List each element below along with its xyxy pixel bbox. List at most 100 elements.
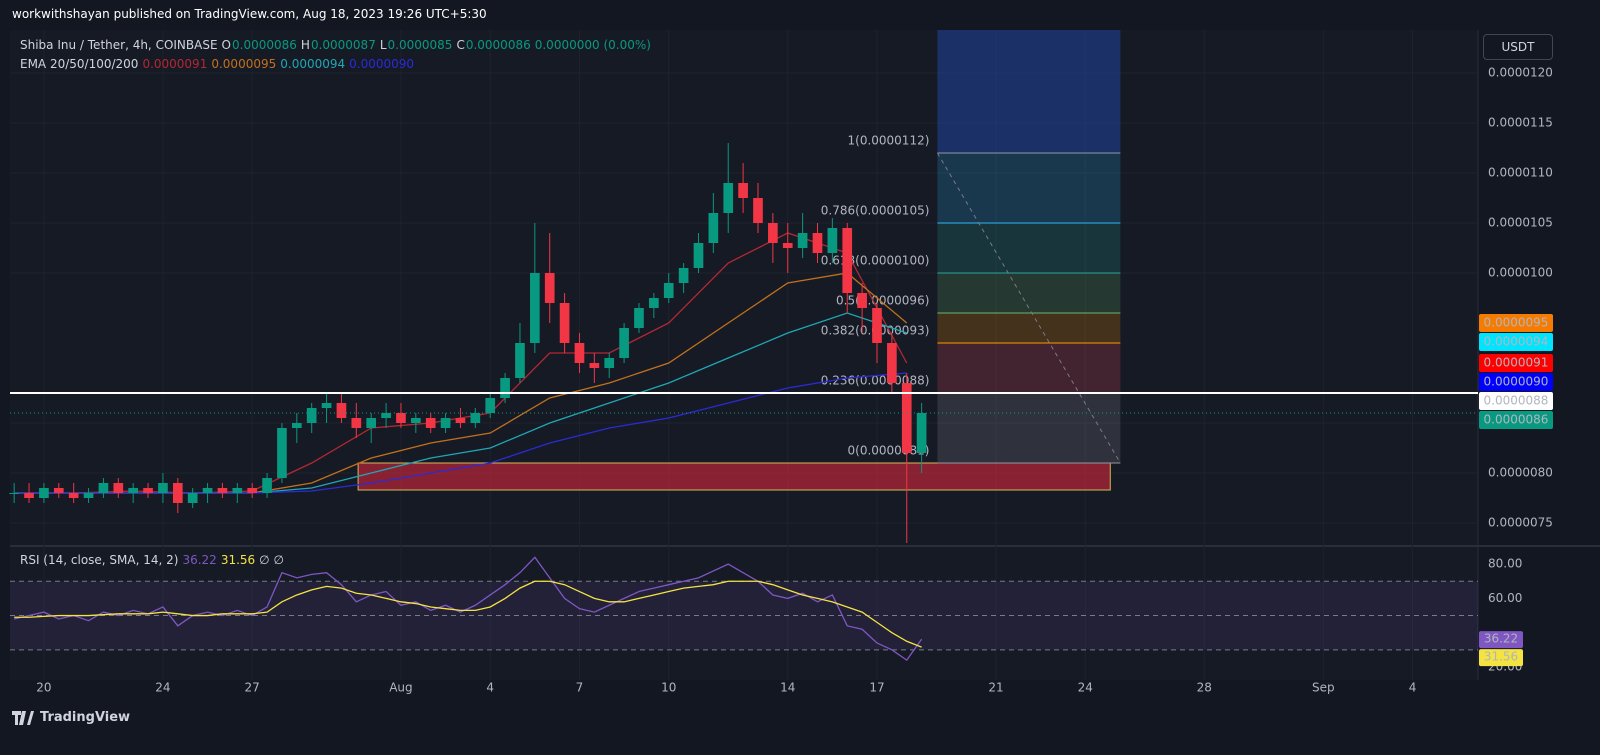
candle — [217, 483, 228, 498]
candle — [425, 413, 436, 433]
candle — [9, 483, 20, 503]
candle — [619, 323, 629, 363]
footer-text: TradingView — [40, 710, 131, 725]
fib-extension-fill — [937, 30, 1121, 153]
symbol: Shiba Inu / Tether, 4h, COINBASE — [20, 38, 218, 52]
plot-area — [10, 30, 1478, 680]
fib-zone — [937, 153, 1121, 223]
price-badge — [1479, 411, 1553, 429]
candle-body — [143, 488, 153, 493]
price-badge-label: 0.0000094 — [1484, 335, 1549, 349]
y-tick-label: 0.0000075 — [1488, 516, 1553, 530]
candle — [782, 223, 793, 273]
candle — [321, 393, 332, 423]
ema-value: 0.0000094 — [280, 57, 346, 71]
rsi-value: 36.22 — [182, 553, 217, 567]
ema-legend: EMA 20/50/100/200 0.0000091 0.0000095 0.000… — [20, 57, 418, 71]
candle-body — [455, 418, 466, 423]
candle-body — [24, 493, 34, 498]
y-tick-label: 0.0000105 — [1488, 216, 1553, 230]
x-tick-label: 14 — [780, 681, 795, 695]
x-tick-label: Sep — [1312, 681, 1335, 695]
candle — [68, 483, 79, 503]
candle — [574, 333, 585, 373]
change: 0.0000000 (0.00%) — [534, 38, 651, 52]
candle — [98, 478, 109, 498]
candle-body — [306, 408, 317, 423]
ema-title: EMA 20/50/100/200 — [20, 57, 139, 71]
candle — [753, 183, 763, 233]
candle-body — [827, 228, 838, 253]
ema-value: 0.0000091 — [142, 57, 208, 71]
candle-body — [723, 183, 734, 213]
candle — [827, 218, 838, 263]
price-badge-label: 0.0000090 — [1484, 375, 1549, 389]
candle — [410, 413, 421, 433]
candle — [247, 483, 258, 498]
candle — [857, 283, 867, 333]
ohlc-value: 0.0000085 — [387, 38, 453, 52]
ohlc-key: O — [221, 38, 231, 52]
candle-body — [574, 343, 585, 363]
candle-body — [693, 243, 704, 268]
candle-body — [559, 303, 570, 343]
price-badge — [1479, 314, 1553, 332]
candle — [24, 483, 34, 503]
symbol-legend: Shiba Inu / Tether, 4h, COINBASE O0.00000… — [20, 38, 655, 52]
candle-body — [366, 418, 377, 428]
ohlc-key: C — [456, 38, 465, 52]
x-tick-label: 20 — [36, 681, 51, 695]
candle — [336, 393, 347, 423]
candle — [872, 303, 882, 363]
fib-zone — [937, 313, 1121, 343]
fib-label: 0.5(0.0000096) — [836, 294, 929, 308]
rsi-value: 31.56 — [220, 553, 256, 567]
candle — [559, 293, 570, 353]
candle-body — [782, 243, 793, 248]
x-tick-label: 27 — [245, 681, 260, 695]
candle-body — [901, 383, 912, 453]
candle-body — [857, 293, 867, 308]
candle-body — [291, 423, 302, 428]
fib-zone — [937, 343, 1121, 393]
candle — [797, 213, 808, 258]
candle-body — [53, 488, 64, 493]
candle-body — [619, 328, 629, 358]
candle — [366, 413, 377, 443]
candle — [916, 403, 927, 473]
candle — [500, 373, 510, 403]
candle — [158, 473, 168, 503]
currency-button[interactable]: USDT — [1483, 34, 1553, 60]
candle-body — [589, 363, 600, 368]
candle — [440, 413, 451, 433]
candle — [306, 403, 317, 433]
candle-body — [321, 403, 332, 408]
x-tick-label: Aug — [389, 681, 412, 695]
candle — [708, 193, 719, 253]
candle — [455, 408, 466, 428]
y-tick-label: 0.0000110 — [1488, 166, 1553, 180]
candle-body — [842, 228, 853, 293]
rsi-tick-label: 80.00 — [1488, 557, 1522, 571]
x-tick-label: 21 — [988, 681, 1003, 695]
candle-body — [128, 488, 139, 493]
candle — [649, 293, 659, 318]
fib-label: 0.618(0.0000100) — [821, 254, 930, 268]
ohlc-key: H — [300, 38, 310, 52]
candle — [172, 478, 183, 513]
x-tick-label: 4 — [486, 681, 494, 695]
ohlc-value: 0.0000086 — [232, 38, 297, 52]
candle-body — [202, 488, 213, 493]
candle — [589, 353, 600, 383]
candle — [470, 408, 481, 428]
rsi-line — [14, 556, 923, 662]
rsi-badge — [1479, 631, 1523, 649]
rsi-badge-label: 36.22 — [1484, 632, 1518, 646]
candle-body — [440, 418, 451, 428]
candle-body — [396, 413, 406, 423]
candle — [604, 353, 615, 378]
support-zone — [357, 462, 1111, 491]
candle — [291, 413, 302, 443]
publish-header: workwithshayan published on TradingView.… — [12, 7, 487, 21]
